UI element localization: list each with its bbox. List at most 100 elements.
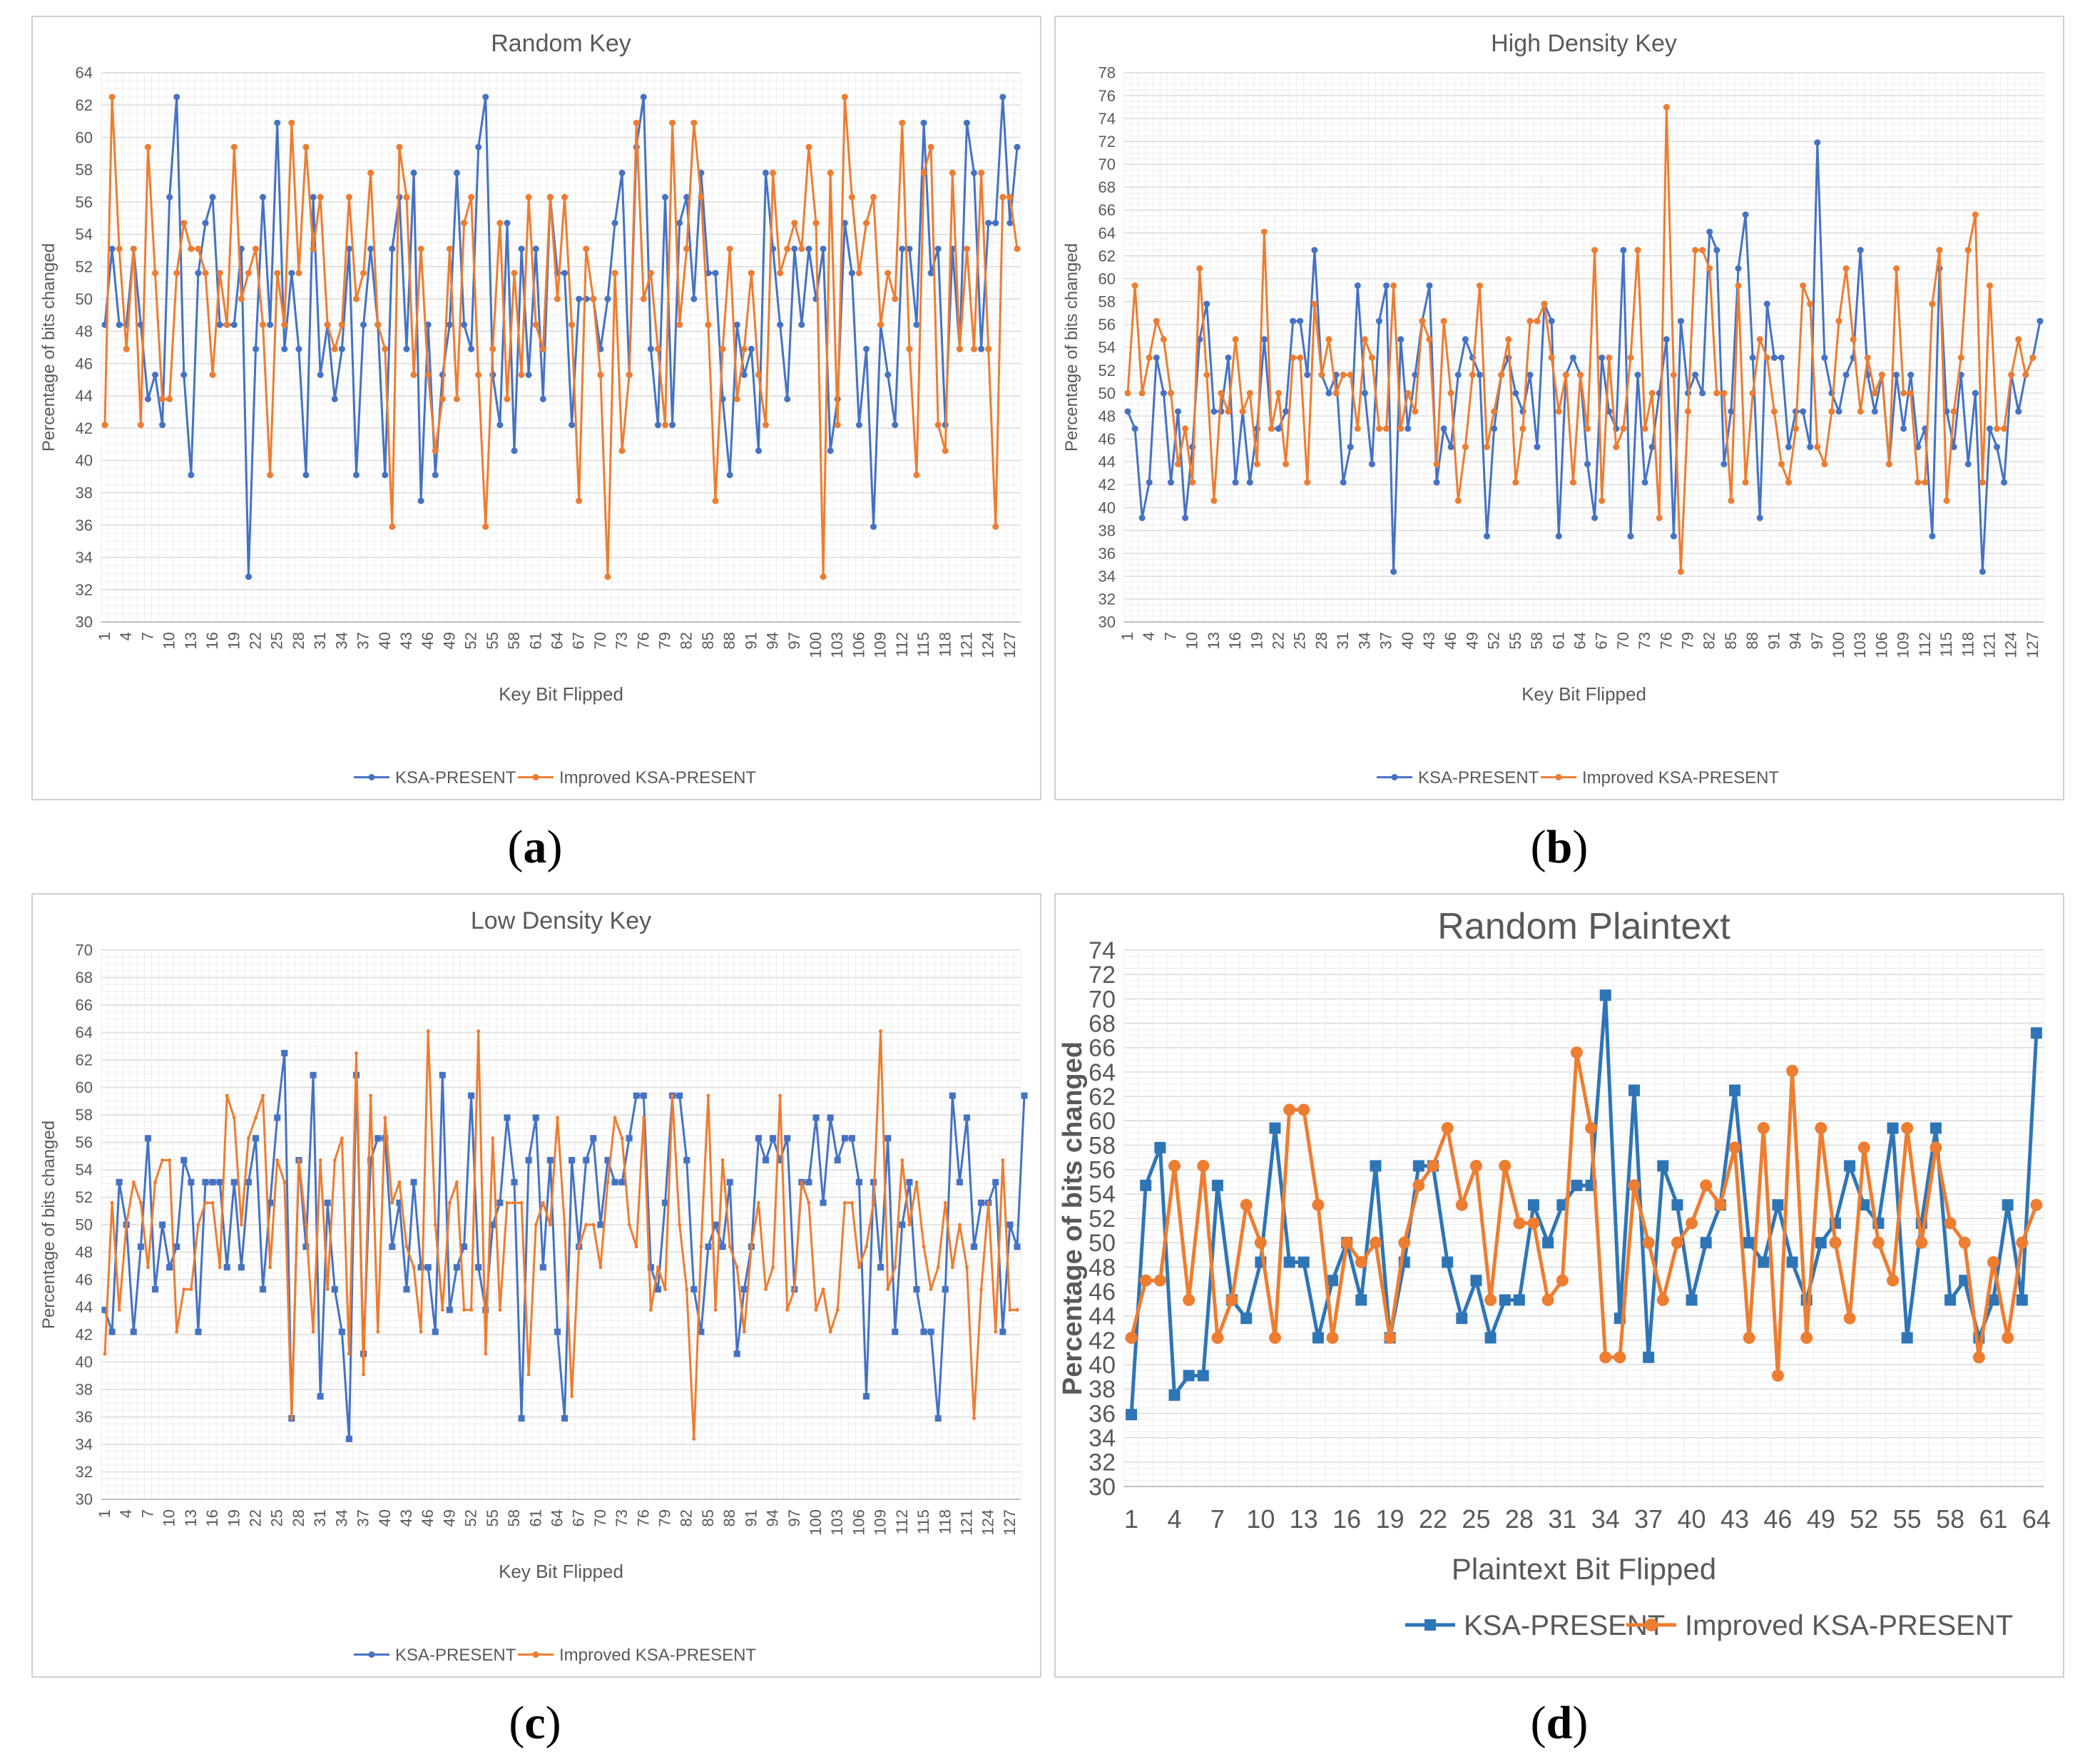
- chart-1-series-1-point: [1627, 354, 1634, 361]
- chart-1-series-1-point: [1131, 282, 1138, 289]
- chart-2-series-0-point: [152, 1285, 159, 1293]
- chart-0-series-1-point: [130, 245, 137, 253]
- chart-0-series-0-point: [188, 471, 195, 479]
- chart-0-series-0-point: [841, 220, 848, 227]
- chart-1-series-1-point: [1994, 425, 2001, 432]
- chart-1-y-tick: 64: [1098, 224, 1116, 242]
- chart-0-x-tick: 58: [505, 632, 523, 649]
- chart-2-series-1-point: [311, 1330, 315, 1334]
- chart-2-x-tick: 19: [225, 1509, 243, 1526]
- chart-2-x-tick: 109: [872, 1509, 889, 1536]
- chart-1-x-tick: 88: [1743, 632, 1761, 649]
- chart-1-x-tick: 127: [2024, 632, 2041, 658]
- chart-2-y-tick: 64: [76, 1024, 93, 1041]
- chart-0-series-0-point: [561, 270, 569, 277]
- chart-low-density-key: Low Density Key3032343638404244464850525…: [39, 907, 1028, 1665]
- chart-1-series-0-point: [1907, 372, 1915, 378]
- chart-3-series-1-line: [1129, 1051, 2039, 1377]
- chart-0-series-1-point: [446, 245, 453, 253]
- chart-1-series-1-point: [1648, 389, 1656, 397]
- chart-1-series-0-point: [1763, 300, 1770, 307]
- chart-0-x-tick: 91: [742, 632, 760, 649]
- chart-2-series-0-point: [439, 1071, 446, 1079]
- chart-2-series-1-point: [756, 1200, 760, 1205]
- chart-0-x-tick: 85: [699, 632, 717, 649]
- chart-3-series-1-point: [1499, 1160, 1512, 1173]
- chart-1-series-1-point: [1182, 425, 1189, 432]
- chart-1-series-1-point: [1591, 247, 1599, 254]
- chart-2-series-0-point: [999, 1328, 1006, 1335]
- chart-1-series-0-point: [1749, 354, 1756, 361]
- chart-2-series-1-point: [440, 1307, 444, 1312]
- chart-1-series-1-point: [1225, 408, 1232, 415]
- chart-2-series-0-point: [784, 1135, 791, 1142]
- chart-0-series-1-point: [389, 523, 396, 530]
- chart-3-x-tick: 25: [1462, 1504, 1490, 1534]
- chart-2-series-0-point: [862, 1393, 870, 1400]
- chart-1-series-1-point: [1907, 389, 1915, 397]
- chart-1-y-tick: 32: [1098, 591, 1116, 608]
- chart-0-series-1-point: [820, 573, 827, 581]
- chart-3-series-1-point: [1513, 1217, 1526, 1230]
- chart-1-series-0-point: [1742, 211, 1749, 218]
- chart-2-series-1-point: [591, 1223, 596, 1227]
- chart-0-series-0-point: [683, 193, 690, 200]
- chart-0-y-tick: 42: [76, 419, 93, 437]
- chart-0-series-1-point: [669, 119, 676, 126]
- chart-2-x-tick: 43: [397, 1509, 415, 1526]
- chart-2-series-1-point: [469, 1307, 474, 1312]
- chart-3-x-tick: 49: [1807, 1504, 1835, 1534]
- chart-0-series-1-point: [417, 245, 424, 253]
- chart-0-series-1-point: [116, 245, 123, 253]
- chart-1-series-1-point: [1828, 408, 1835, 415]
- chart-3-series-1-point: [1197, 1160, 1210, 1173]
- chart-2-series-1-point: [182, 1287, 186, 1291]
- chart-0-x-tick: 112: [893, 632, 911, 657]
- chart-1-series-0-point: [1175, 408, 1182, 415]
- chart-1-y-tick: 50: [1098, 384, 1116, 402]
- chart-3-x-tick: 58: [1936, 1504, 1964, 1534]
- chart-2-series-0-point: [877, 1264, 885, 1271]
- chart-3-series-1-point: [1211, 1331, 1224, 1344]
- chart-2-series-1-point: [419, 1330, 423, 1334]
- chart-1-series-1-point: [1454, 497, 1462, 504]
- chart-2-series-0-point: [698, 1328, 705, 1335]
- chart-3-x-tick: 7: [1210, 1504, 1225, 1534]
- chart-3-y-tick: 74: [1089, 937, 1116, 964]
- chart-2-series-1-point: [850, 1200, 854, 1205]
- chart-1-x-tick: 112: [1916, 632, 1934, 657]
- chart-1-x-tick: 103: [1851, 632, 1869, 658]
- chart-3-series-1-point: [2030, 1198, 2043, 1211]
- chart-0-series-1-point: [432, 447, 439, 454]
- chart-0-series-0-point: [892, 422, 899, 429]
- chart-1-x-tick: 46: [1442, 632, 1459, 649]
- chart-0-series-1-point: [209, 372, 216, 378]
- chart-3-x-tick: 31: [1548, 1504, 1576, 1534]
- chart-0-x-tick: 22: [247, 632, 265, 649]
- chart-0-x-tick: 28: [290, 632, 307, 649]
- chart-3-series-1-point: [1915, 1236, 1928, 1249]
- chart-2-series-0-point: [1014, 1243, 1021, 1250]
- chart-0-series-1-point: [260, 321, 267, 328]
- chart-1-series-1-point: [1260, 228, 1268, 235]
- chart-1-series-1-point: [1548, 354, 1555, 361]
- chart-2-series-0-point: [461, 1243, 468, 1250]
- chart-1-y-tick: 48: [1098, 407, 1116, 425]
- chart-0-series-0-point: [159, 422, 166, 429]
- chart-0-y-tick: 44: [76, 387, 93, 405]
- chart-0-series-0-point: [611, 220, 618, 227]
- chart-2-x-tick: 37: [355, 1509, 372, 1526]
- chart-3-series-1-point: [1757, 1122, 1770, 1135]
- caption-a: (a): [507, 821, 563, 873]
- chart-0-series-0-point: [927, 270, 934, 277]
- chart-2-series-1-point: [764, 1287, 768, 1291]
- chart-1-series-1-point: [1670, 372, 1677, 378]
- chart-1-series-1-point: [2008, 372, 2015, 378]
- chart-0-series-0-point: [978, 345, 985, 352]
- chart-0-x-tick: 82: [678, 632, 695, 649]
- chart-1-series-1-point: [1167, 389, 1174, 397]
- chart-3-series-1-point: [1887, 1274, 1900, 1287]
- chart-1-series-1-point: [1146, 354, 1153, 361]
- chart-3-series-1-point: [1857, 1141, 1870, 1154]
- chart-2-series-0-point: [166, 1264, 173, 1271]
